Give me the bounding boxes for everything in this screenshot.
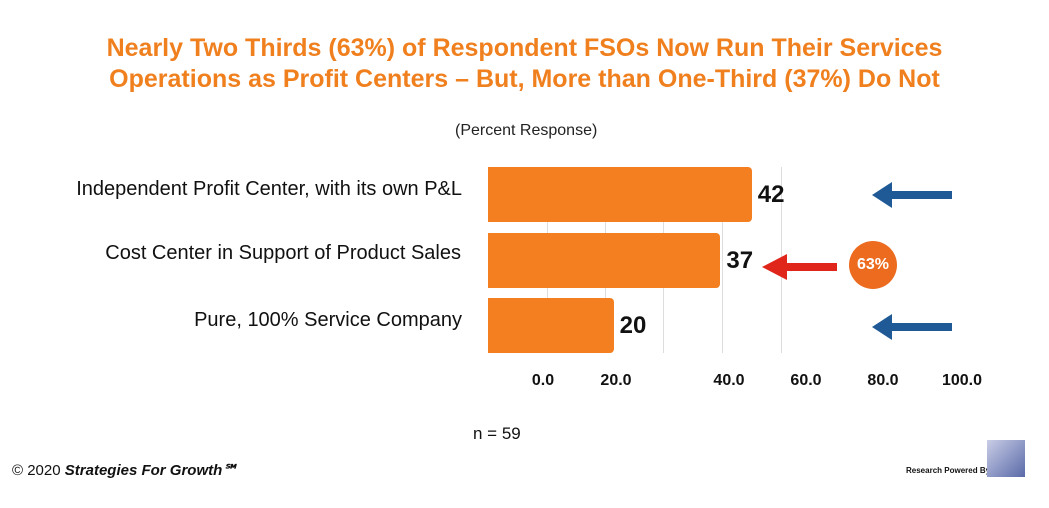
category-label: Independent Profit Center, with its own …: [76, 178, 462, 200]
tick-label: 60.0: [790, 372, 822, 389]
tick-label: 40.0: [713, 372, 745, 389]
arrow-left-icon: [762, 254, 837, 280]
tick-label: 20.0: [600, 372, 632, 389]
tick-label: 0.0: [531, 372, 555, 389]
copyright: © 2020 Strategies For Growth℠: [12, 461, 238, 479]
data-label: 37: [726, 247, 754, 274]
tick-label: 100.0: [941, 372, 983, 389]
data-label: 42: [757, 181, 785, 208]
percentage-badge: 63%: [849, 241, 897, 289]
bar: [488, 167, 752, 222]
brand-name: Strategies For Growth℠: [64, 462, 238, 479]
bar: [488, 233, 721, 288]
arrow-left-icon: [872, 182, 952, 208]
research-powered-by: Research Powered By: [906, 466, 991, 475]
strategies-for-growth-logo: [987, 440, 1025, 477]
chart-title-line-1: Nearly Two Thirds (63%) of Respondent FS…: [106, 34, 943, 62]
arrow-left-icon: [872, 314, 952, 340]
category-label: Cost Center in Support of Product Sales: [105, 242, 461, 264]
sample-size: n = 59: [473, 424, 521, 443]
chart-title-line-2: Operations as Profit Centers – But, More…: [109, 65, 940, 93]
tick-label: 80.0: [867, 372, 899, 389]
copyright-prefix: © 2020: [12, 462, 65, 479]
data-label: 20: [619, 312, 647, 339]
category-label: Pure, 100% Service Company: [194, 309, 462, 331]
chart-subtitle: (Percent Response): [455, 122, 598, 139]
bar: [488, 298, 614, 353]
gridline: [722, 167, 723, 353]
